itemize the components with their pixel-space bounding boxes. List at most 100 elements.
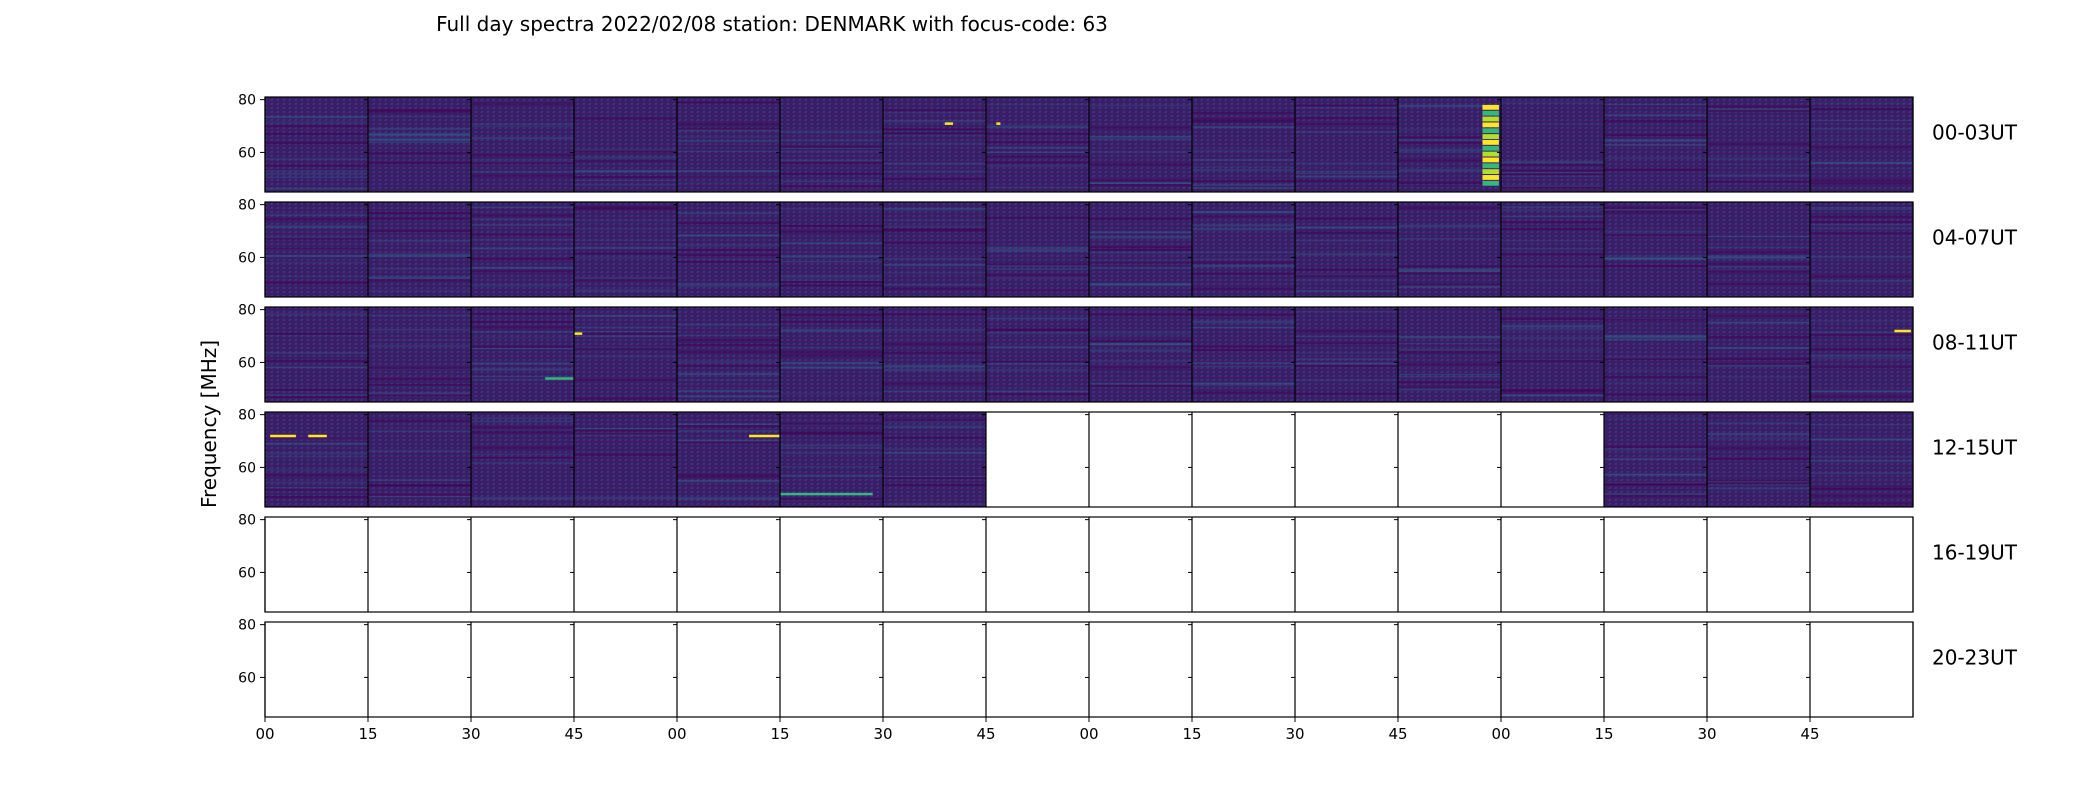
noise-band [883, 219, 986, 222]
noise-band [677, 476, 780, 479]
noise-band [265, 281, 368, 284]
noise-band [368, 116, 471, 118]
noise-band [1501, 209, 1604, 211]
noise-band [1398, 224, 1501, 227]
noise-band [1707, 483, 1810, 486]
noise-band [1089, 137, 1192, 139]
spectrogram-panel [677, 412, 780, 507]
spectrogram-panel [986, 97, 1089, 192]
burst-segment [1482, 134, 1499, 139]
noise-band [1501, 337, 1604, 340]
noise-band [265, 442, 368, 445]
noise-band [471, 161, 574, 164]
spectrogram-panel [1192, 202, 1295, 297]
noise-band [368, 494, 471, 497]
noise-band [1707, 246, 1810, 248]
empty-panel [574, 622, 677, 717]
noise-band [1604, 336, 1707, 339]
noise-band [265, 176, 368, 178]
spectrogram-panel [1501, 97, 1604, 192]
spectrogram-panel [883, 97, 986, 192]
noise-band [368, 253, 471, 255]
spectrogram-panel [1707, 202, 1810, 297]
noise-band [1810, 357, 1913, 359]
noise-band [1089, 261, 1192, 264]
noise-band [883, 131, 986, 133]
noise-band [1398, 170, 1501, 172]
noise-band [1501, 101, 1604, 104]
noise-band [677, 439, 780, 443]
noise-band [1192, 183, 1295, 187]
noise-band [677, 248, 780, 251]
noise-band [471, 270, 574, 273]
noise-band [986, 268, 1089, 271]
burst-segment [1482, 116, 1499, 122]
spectrogram-panel [677, 307, 780, 402]
noise-band [883, 368, 986, 371]
spectrogram-panel [986, 307, 1089, 402]
noise-band [986, 263, 1089, 266]
noise-band [574, 355, 677, 358]
empty-panel [265, 622, 368, 717]
row-frame [264, 201, 1914, 298]
noise-band [1810, 502, 1913, 505]
noise-band [1295, 217, 1398, 220]
noise-band [1810, 215, 1913, 218]
noise-band [883, 170, 986, 173]
spectral-event [308, 434, 327, 438]
noise-band [1707, 262, 1810, 265]
empty-panel [368, 622, 471, 717]
noise-band [1810, 255, 1913, 258]
noise-band [1398, 351, 1501, 354]
x-tick-label: 00 [1079, 725, 1098, 743]
spectral-event [944, 122, 954, 125]
noise-band [1604, 417, 1707, 420]
noise-band [1810, 390, 1913, 392]
y-tick-label: 80 [238, 93, 256, 109]
noise-band [1295, 311, 1398, 313]
noise-band [471, 218, 574, 220]
noise-band [677, 474, 780, 477]
spectrogram-panel [780, 307, 883, 402]
spectrogram-panel [1295, 97, 1398, 192]
noise-band [677, 101, 780, 104]
noise-band [1707, 164, 1810, 166]
noise-band [780, 392, 883, 395]
row-12-15UT: 60 80 12-15UT [238, 408, 2018, 508]
noise-band [574, 397, 677, 400]
noise-band [1810, 182, 1913, 185]
noise-band [1089, 333, 1192, 335]
burst-segment [1482, 180, 1499, 186]
noise-band [1604, 473, 1707, 476]
noise-band [265, 225, 368, 228]
noise-band [471, 223, 574, 227]
noise-band [368, 138, 471, 142]
spectrogram-panel [1810, 307, 1913, 402]
noise-band [1295, 268, 1398, 271]
noise-band [1707, 347, 1810, 350]
noise-band [1604, 168, 1707, 171]
noise-band [1089, 330, 1192, 334]
noise-band [1604, 473, 1707, 476]
noise-band [780, 185, 883, 188]
noise-band [1810, 334, 1913, 337]
noise-band [780, 172, 883, 175]
noise-band [883, 369, 986, 372]
empty-panel [1089, 412, 1192, 507]
x-tick-label: 45 [976, 725, 995, 743]
noise-band [1089, 384, 1192, 387]
noise-band [1810, 331, 1913, 333]
burst-segment [1482, 169, 1499, 175]
empty-panel [780, 622, 883, 717]
noise-band [883, 476, 986, 479]
noise-band [1810, 320, 1913, 323]
noise-band [780, 499, 883, 501]
noise-band [265, 359, 368, 362]
noise-band [265, 396, 368, 399]
noise-band [1707, 257, 1810, 260]
noise-band [780, 276, 883, 279]
noise-band [1707, 314, 1810, 317]
noise-band [1810, 487, 1913, 490]
noise-band [1192, 159, 1295, 161]
